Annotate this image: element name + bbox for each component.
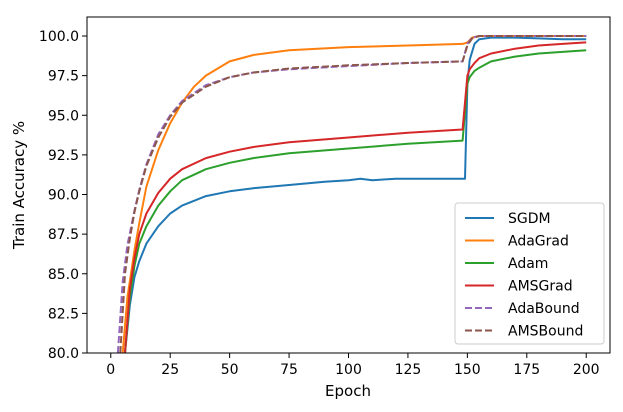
legend: SGDM AdaGrad Adam AMSGrad AdaBound AMSBound xyxy=(454,202,605,345)
series-line-amsgrad xyxy=(124,41,587,353)
y-tick-label: 97.5 xyxy=(48,69,79,85)
series-line-adam xyxy=(124,49,587,353)
x-tick-label: 0 xyxy=(106,362,115,378)
y-axis-ticks: 80.0 82.5 85.0 87.5 90.0 92.5 95.0 97.5 100.0 xyxy=(39,29,87,362)
y-tick-label: 90.0 xyxy=(48,188,79,204)
legend-label-sgdm: SGDM xyxy=(508,211,551,227)
legend-label-adagrad: AdaGrad xyxy=(508,234,569,250)
legend-label-amsbound: AMSBound xyxy=(508,324,583,340)
legend-label-amsgrad: AMSGrad xyxy=(508,279,573,295)
x-axis-ticks: 0 25 50 75 100 125 150 175 200 xyxy=(106,353,600,378)
y-tick-label: 87.5 xyxy=(48,227,79,243)
series-line-sgdm xyxy=(124,36,587,353)
x-axis-label: Epoch xyxy=(325,382,371,400)
y-tick-label: 82.5 xyxy=(48,306,79,322)
y-tick-label: 95.0 xyxy=(48,108,79,124)
y-tick-label: 100.0 xyxy=(39,29,79,45)
y-tick-label: 80.0 xyxy=(48,346,79,362)
x-tick-label: 50 xyxy=(221,362,239,378)
legend-box xyxy=(454,202,605,345)
y-axis-label: Train Accuracy % xyxy=(10,121,28,250)
legend-label-adam: Adam xyxy=(508,256,548,272)
y-tick-label: 92.5 xyxy=(48,148,79,164)
series-layer xyxy=(116,35,587,353)
x-tick-label: 25 xyxy=(161,362,179,378)
x-tick-label: 150 xyxy=(454,362,481,378)
x-tick-label: 200 xyxy=(573,362,600,378)
x-tick-label: 175 xyxy=(513,362,540,378)
y-tick-label: 85.0 xyxy=(48,267,79,283)
x-tick-label: 100 xyxy=(335,362,362,378)
x-tick-label: 125 xyxy=(395,362,422,378)
x-tick-label: 75 xyxy=(280,362,298,378)
legend-label-adabound: AdaBound xyxy=(508,301,580,317)
series-line-amsbound xyxy=(119,35,587,353)
